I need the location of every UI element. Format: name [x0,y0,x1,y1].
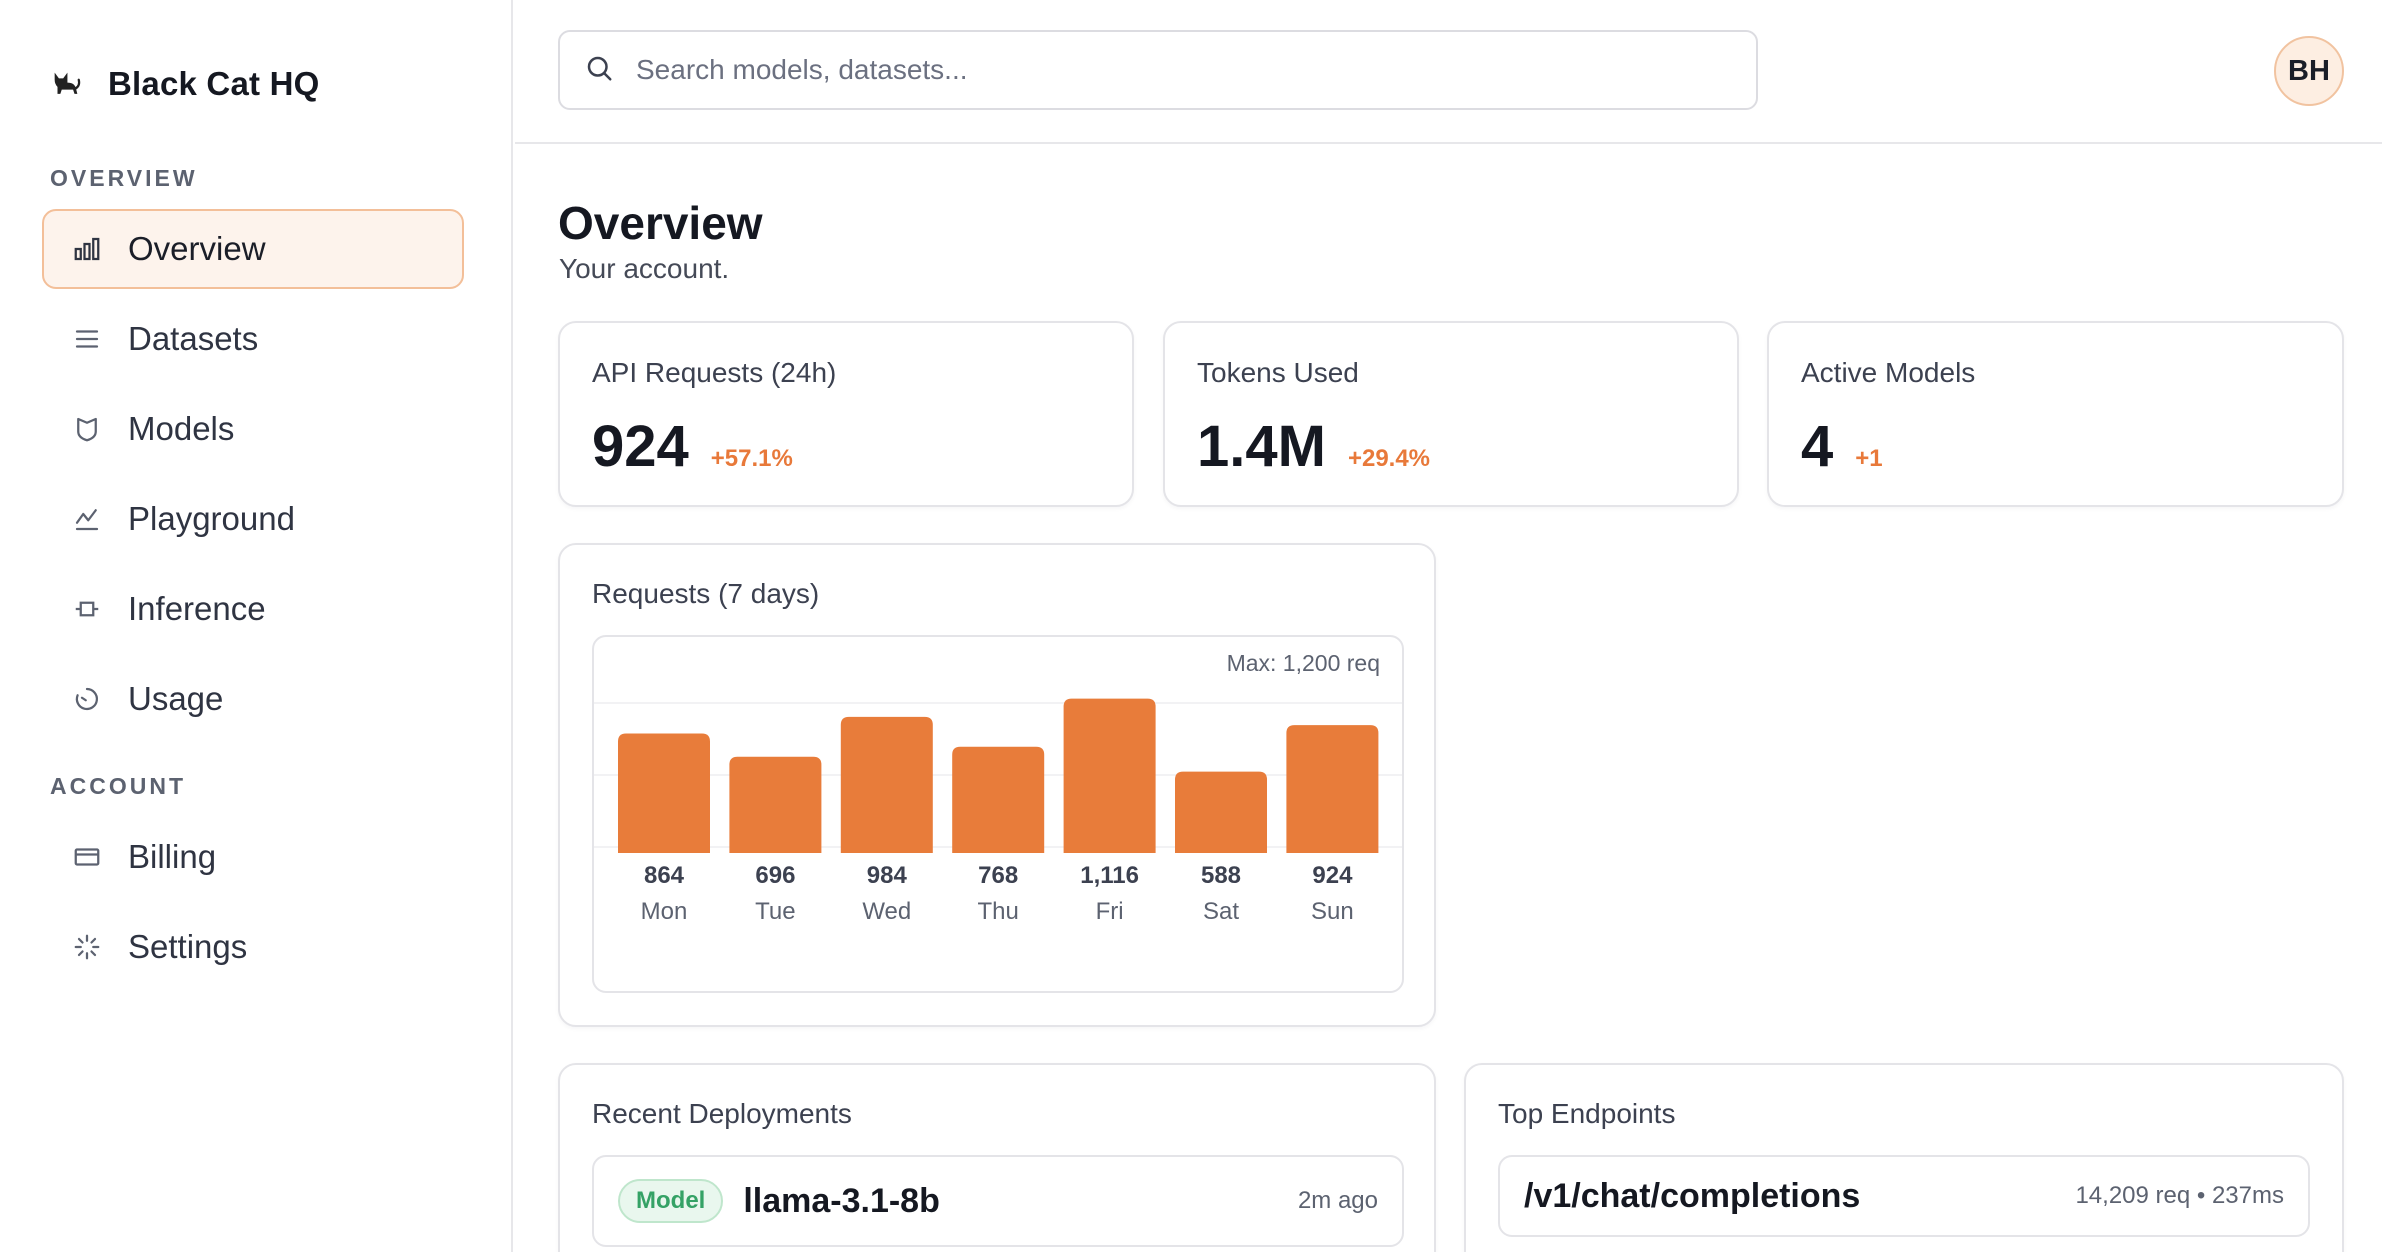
chart-value-label: 924 [1312,862,1353,889]
chart-bar-mon[interactable] [618,733,710,853]
cat-icon [48,66,84,102]
chart-value-label: 588 [1201,862,1241,889]
chart-bar-fri[interactable] [1063,698,1156,853]
chart-category-label: Thu [978,898,1019,925]
section-label-overview: OVERVIEW [50,165,198,191]
sidebar-item-label: Overview [128,230,266,267]
chart-category-label: Fri [1096,898,1124,925]
sidebar-item-label: Datasets [128,320,259,357]
clock-icon [70,682,104,716]
recent-deployments-card: Recent Deployments Model llama-3.1-8b 2m… [558,1063,1436,1252]
sidebar-item-playground[interactable]: Playground [42,479,464,559]
chart-value-label: 696 [755,862,795,889]
endpoint-row[interactable]: /v1/chat/completions 14,209 req • 237ms [1498,1155,2310,1237]
sidebar-item-label: Settings [128,928,248,965]
sidebar-item-label: Inference [128,590,266,627]
chart-bar-thu[interactable] [952,746,1045,853]
chip-icon [70,592,104,626]
search-input[interactable] [636,54,1716,86]
requests-chart-card: Requests (7 days) Max: 1,200 req 864 Mon 6… [558,543,1436,1027]
sidebar-item-models[interactable]: Models [42,389,464,469]
deployment-name: llama-3.1-8b [743,1181,940,1220]
stat-delta: +29.4% [1347,445,1431,472]
chart-bar-wed[interactable] [840,716,933,853]
trend-icon [70,502,104,536]
bar-chart-svg: Max: 1,200 req 864 Mon 696 Tue 984 Wed 768 Thu 1… [594,650,1402,925]
stat-card-tokens-used: Tokens Used 1.4M +29.4% [1163,321,1739,507]
search-bar[interactable] [558,30,1758,110]
card-icon [70,840,104,874]
sidebar-item-datasets[interactable]: Datasets [42,299,464,379]
stat-value: 4 [1801,414,1834,479]
brand-name: Black Cat HQ [108,65,320,102]
chart-title: Requests (7 days) [592,578,820,609]
brand[interactable]: Black Cat HQ [48,60,319,108]
endpoints-title: Top Endpoints [1498,1098,1676,1129]
stat-title: Active Models [1801,357,1976,388]
stat-delta: +1 [1855,445,1883,472]
sidebar-item-label: Playground [128,500,295,537]
sidebar-item-inference[interactable]: Inference [42,569,464,649]
model-badge: Model [618,1179,724,1223]
section-label-account: ACCOUNT [50,773,186,799]
sidebar-item-label: Billing [128,838,217,875]
sidebar: Black Cat HQ OVERVIEW Overview Datasets … [0,0,513,1252]
chart-value-label: 984 [867,862,908,889]
chart-value-label: 1,116 [1080,862,1139,889]
search-icon [584,53,614,88]
topbar: BH [515,0,2382,144]
chart-category-label: Tue [755,898,795,925]
chart-max-label: Max: 1,200 req [1227,650,1380,676]
stat-delta: +57.1% [710,445,793,472]
chart-value-label: 768 [978,862,1018,889]
chart-bar-sun[interactable] [1286,725,1379,853]
sidebar-item-overview[interactable]: Overview [42,209,464,289]
sidebar-item-usage[interactable]: Usage [42,659,464,739]
sidebar-item-settings[interactable]: Settings [42,907,464,987]
deployment-time: 2m ago [1297,1187,1378,1214]
avatar[interactable]: BH [2274,36,2344,106]
chart-bar-tue[interactable] [729,756,822,853]
requests-chart: Max: 1,200 req 864 Mon 696 Tue 984 Wed 768 Thu 1… [592,635,1404,993]
sidebar-item-billing[interactable]: Billing [42,817,464,897]
stat-card-api-requests: API Requests (24h) 924 +57.1% [558,321,1134,507]
chart-category-label: Sat [1203,898,1239,925]
chart-category-label: Mon [641,898,688,925]
deployment-row[interactable]: Model llama-3.1-8b 2m ago [592,1155,1404,1247]
deployments-title: Recent Deployments [592,1098,852,1129]
sidebar-item-label: Models [128,410,235,447]
chart-bar-sat[interactable] [1175,771,1267,853]
endpoint-path: /v1/chat/completions [1524,1176,1861,1215]
bar-chart-icon [70,232,104,266]
chart-category-label: Wed [862,898,911,925]
chart-value-label: 864 [644,862,685,889]
stat-value: 1.4M [1197,414,1326,479]
top-endpoints-card: Top Endpoints /v1/chat/completions 14,20… [1464,1063,2344,1252]
stat-value: 924 [592,414,689,479]
endpoint-meta: 14,209 req • 237ms [2075,1182,2284,1209]
chart-category-label: Sun [1311,898,1354,925]
list-icon [70,322,104,356]
stat-card-active-models: Active Models 4 +1 [1767,321,2344,507]
sidebar-item-label: Usage [128,680,224,717]
page-title: Overview [558,197,763,249]
shield-icon [70,412,104,446]
spinner-icon [70,930,104,964]
stat-title: API Requests (24h) [592,357,837,388]
stat-title: Tokens Used [1197,357,1359,388]
page-subtitle: Your account. [559,253,730,284]
